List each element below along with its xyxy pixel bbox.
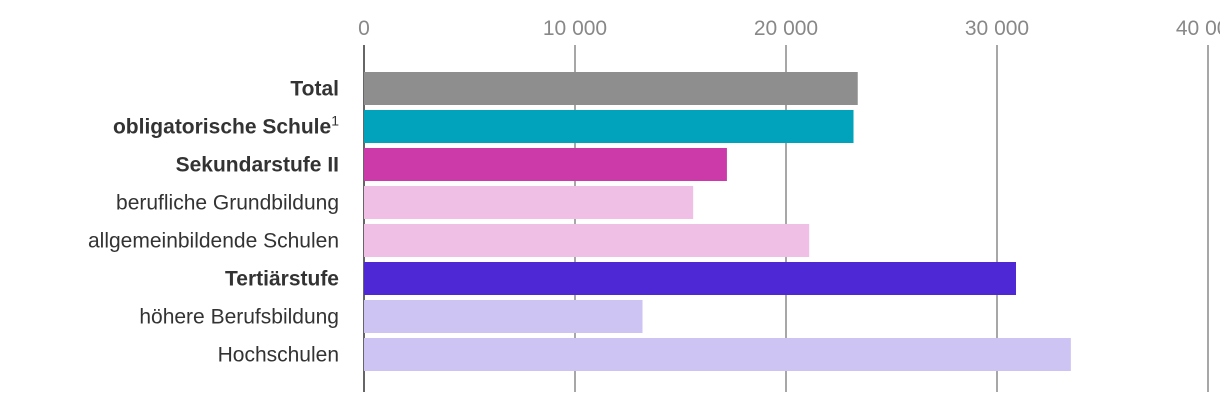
category-label: Tertiärstufe (225, 268, 339, 291)
category-label: berufliche Grundbildung (116, 192, 339, 215)
category-label-text: Sekundarstufe II (176, 154, 339, 177)
x-axis-tick-labels: 0 10 000 20 000 30 000 40 000 (358, 17, 1220, 40)
category-label: obligatorische Schule1 (113, 113, 339, 139)
footnote-superscript: 1 (331, 113, 339, 129)
category-label-text: Tertiärstufe (225, 268, 339, 291)
bar (364, 224, 810, 257)
category-label-text: allgemeinbildende Schulen (88, 230, 339, 253)
bars (364, 72, 1071, 371)
category-label: Hochschulen (218, 344, 339, 367)
x-tick-label: 20 000 (754, 17, 818, 40)
category-label-text: berufliche Grundbildung (116, 192, 339, 215)
x-tick-label: 0 (358, 17, 370, 40)
bar (364, 72, 858, 105)
category-labels: Total obligatorische Schule1 Sekundarstufe… (88, 78, 339, 367)
category-label: allgemeinbildende Schulen (88, 230, 339, 253)
bar (364, 148, 727, 181)
category-label-text: Total (290, 78, 339, 101)
bar (364, 300, 643, 333)
category-label: Sekundarstufe II (176, 154, 339, 177)
x-tick-label: 30 000 (965, 17, 1029, 40)
category-label-text: Hochschulen (218, 344, 339, 367)
category-label: höhere Berufsbildung (139, 306, 339, 329)
bar (364, 186, 694, 219)
x-tick-label: 40 000 (1176, 17, 1220, 40)
category-label-text: höhere Berufsbildung (139, 306, 339, 329)
x-tick-label: 10 000 (543, 17, 607, 40)
bar (364, 110, 854, 143)
category-label-text: obligatorische Schule (113, 116, 331, 139)
category-label: Total (290, 78, 339, 101)
bar (364, 338, 1071, 371)
bar (364, 262, 1016, 295)
